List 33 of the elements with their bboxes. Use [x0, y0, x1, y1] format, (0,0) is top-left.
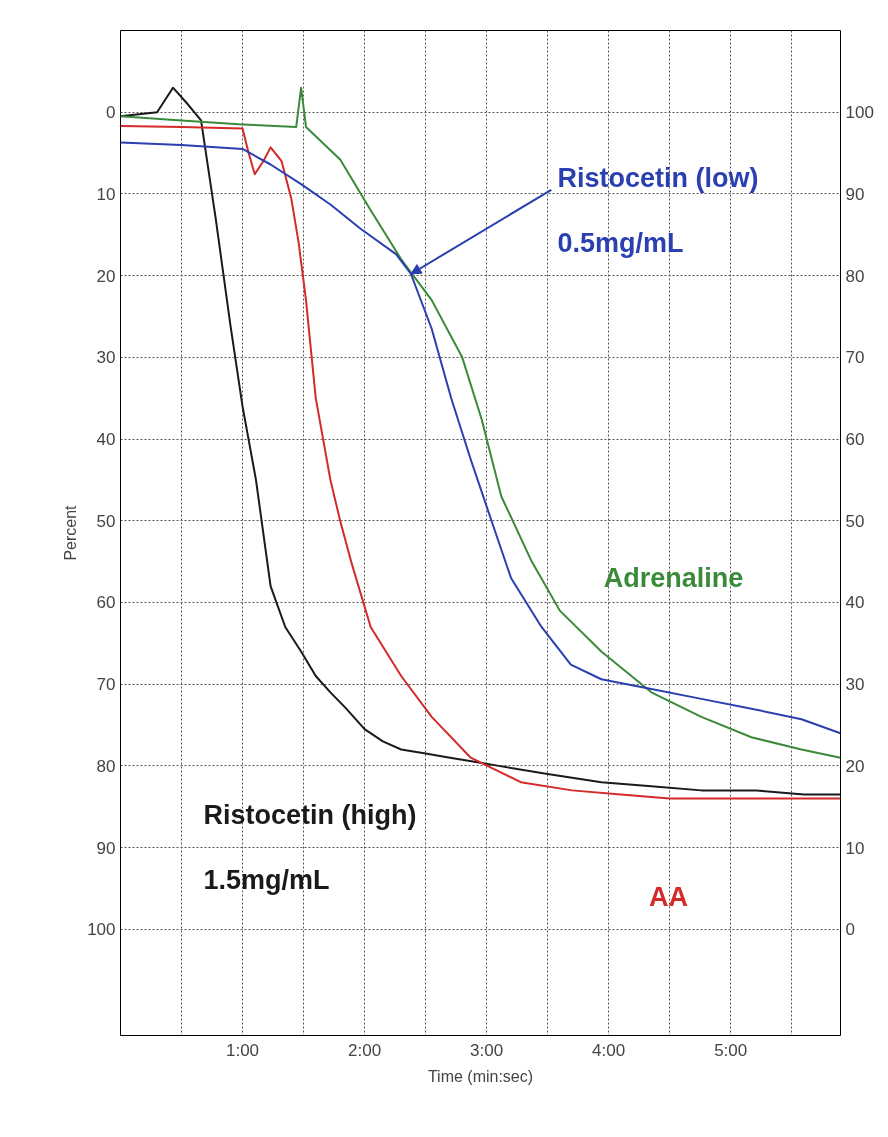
y2-tick-label: 10: [845, 838, 865, 858]
y2-tick-label: 70: [845, 348, 865, 368]
y-tick-label: 20: [96, 266, 116, 286]
y-tick-label: 10: [96, 184, 116, 204]
y-tick-label: 50: [96, 511, 116, 531]
y2-tick-label: 90: [845, 184, 865, 204]
y2-tick-label: 20: [845, 756, 865, 776]
y-tick-label: 80: [96, 756, 116, 776]
y-tick-label: 30: [96, 348, 116, 368]
y2-tick-label: 100: [845, 103, 874, 123]
y-tick-label: 0: [106, 103, 116, 123]
y-tick-label: 100: [87, 920, 116, 940]
x-tick-label: 1:00: [225, 1040, 260, 1060]
text: AA: [648, 881, 688, 912]
text: Ristocetin (low) 0.5mg/mL: [557, 162, 759, 258]
y2-tick-label: 50: [845, 511, 865, 531]
x-tick-label: 5:00: [714, 1040, 748, 1060]
x-tick-label: 4:00: [592, 1040, 626, 1060]
y-tick-label: 90: [96, 838, 116, 858]
x-tick-label: 2:00: [348, 1040, 382, 1060]
y-tick-label: 40: [96, 430, 116, 450]
y2-tick-label: 60: [845, 430, 865, 450]
y-tick-label: 70: [96, 675, 116, 695]
x-tick-label: 3:00: [470, 1040, 504, 1060]
y2-tick-label: 40: [845, 593, 865, 613]
x-axis-title: Time (min:sec): [427, 1067, 534, 1085]
y2-tick-label: 30: [845, 675, 865, 695]
series-label: Adrenaline: [603, 562, 744, 593]
y-axis-title: Percent: [62, 504, 80, 561]
y-tick-label: 60: [96, 593, 116, 613]
y2-tick-label: 0: [845, 920, 855, 940]
y2-tick-label: 80: [845, 266, 865, 286]
text: Ristocetin (high) 1.5mg/mL: [203, 799, 417, 896]
